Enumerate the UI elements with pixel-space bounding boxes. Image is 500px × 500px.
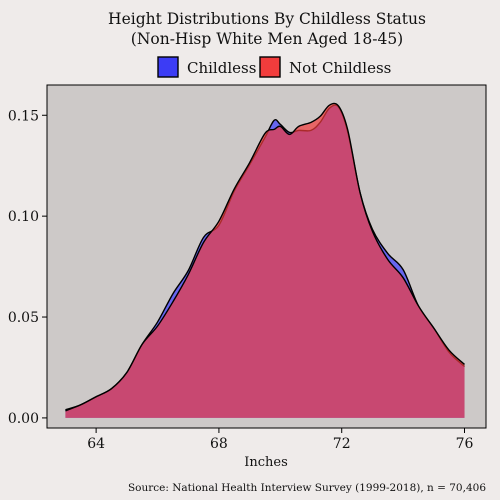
y-tick-label: 0.05 — [8, 310, 39, 326]
y-tick-label: 0.15 — [8, 108, 39, 124]
chart-title-line-1: Height Distributions By Childless Status — [108, 10, 426, 28]
axis-layer: 64 68 72 76 0.00 0.05 0.10 0.15 — [8, 108, 474, 452]
legend-label-not-childless: Not Childless — [289, 59, 391, 77]
density-area-not-childless — [65, 103, 465, 418]
legend: Childless Not Childless — [157, 56, 391, 78]
x-tick-label: 64 — [87, 436, 105, 452]
x-axis-title: Inches — [244, 455, 288, 470]
legend-label-childless: Childless — [187, 59, 256, 77]
series-layer — [65, 102, 465, 418]
x-tick-label: 76 — [456, 436, 474, 452]
chart-title-line-2: (Non-Hisp White Men Aged 18-45) — [131, 30, 403, 48]
y-tick-label: 0.10 — [8, 209, 39, 225]
x-tick-label: 68 — [210, 436, 228, 452]
legend-swatch-childless — [157, 56, 179, 78]
density-outline-not-childless — [65, 102, 465, 412]
legend-swatch-not-childless — [259, 56, 281, 78]
x-tick-label: 72 — [333, 436, 351, 452]
caption: Source: National Health Interview Survey… — [128, 482, 486, 494]
y-tick-label: 0.00 — [8, 411, 39, 427]
